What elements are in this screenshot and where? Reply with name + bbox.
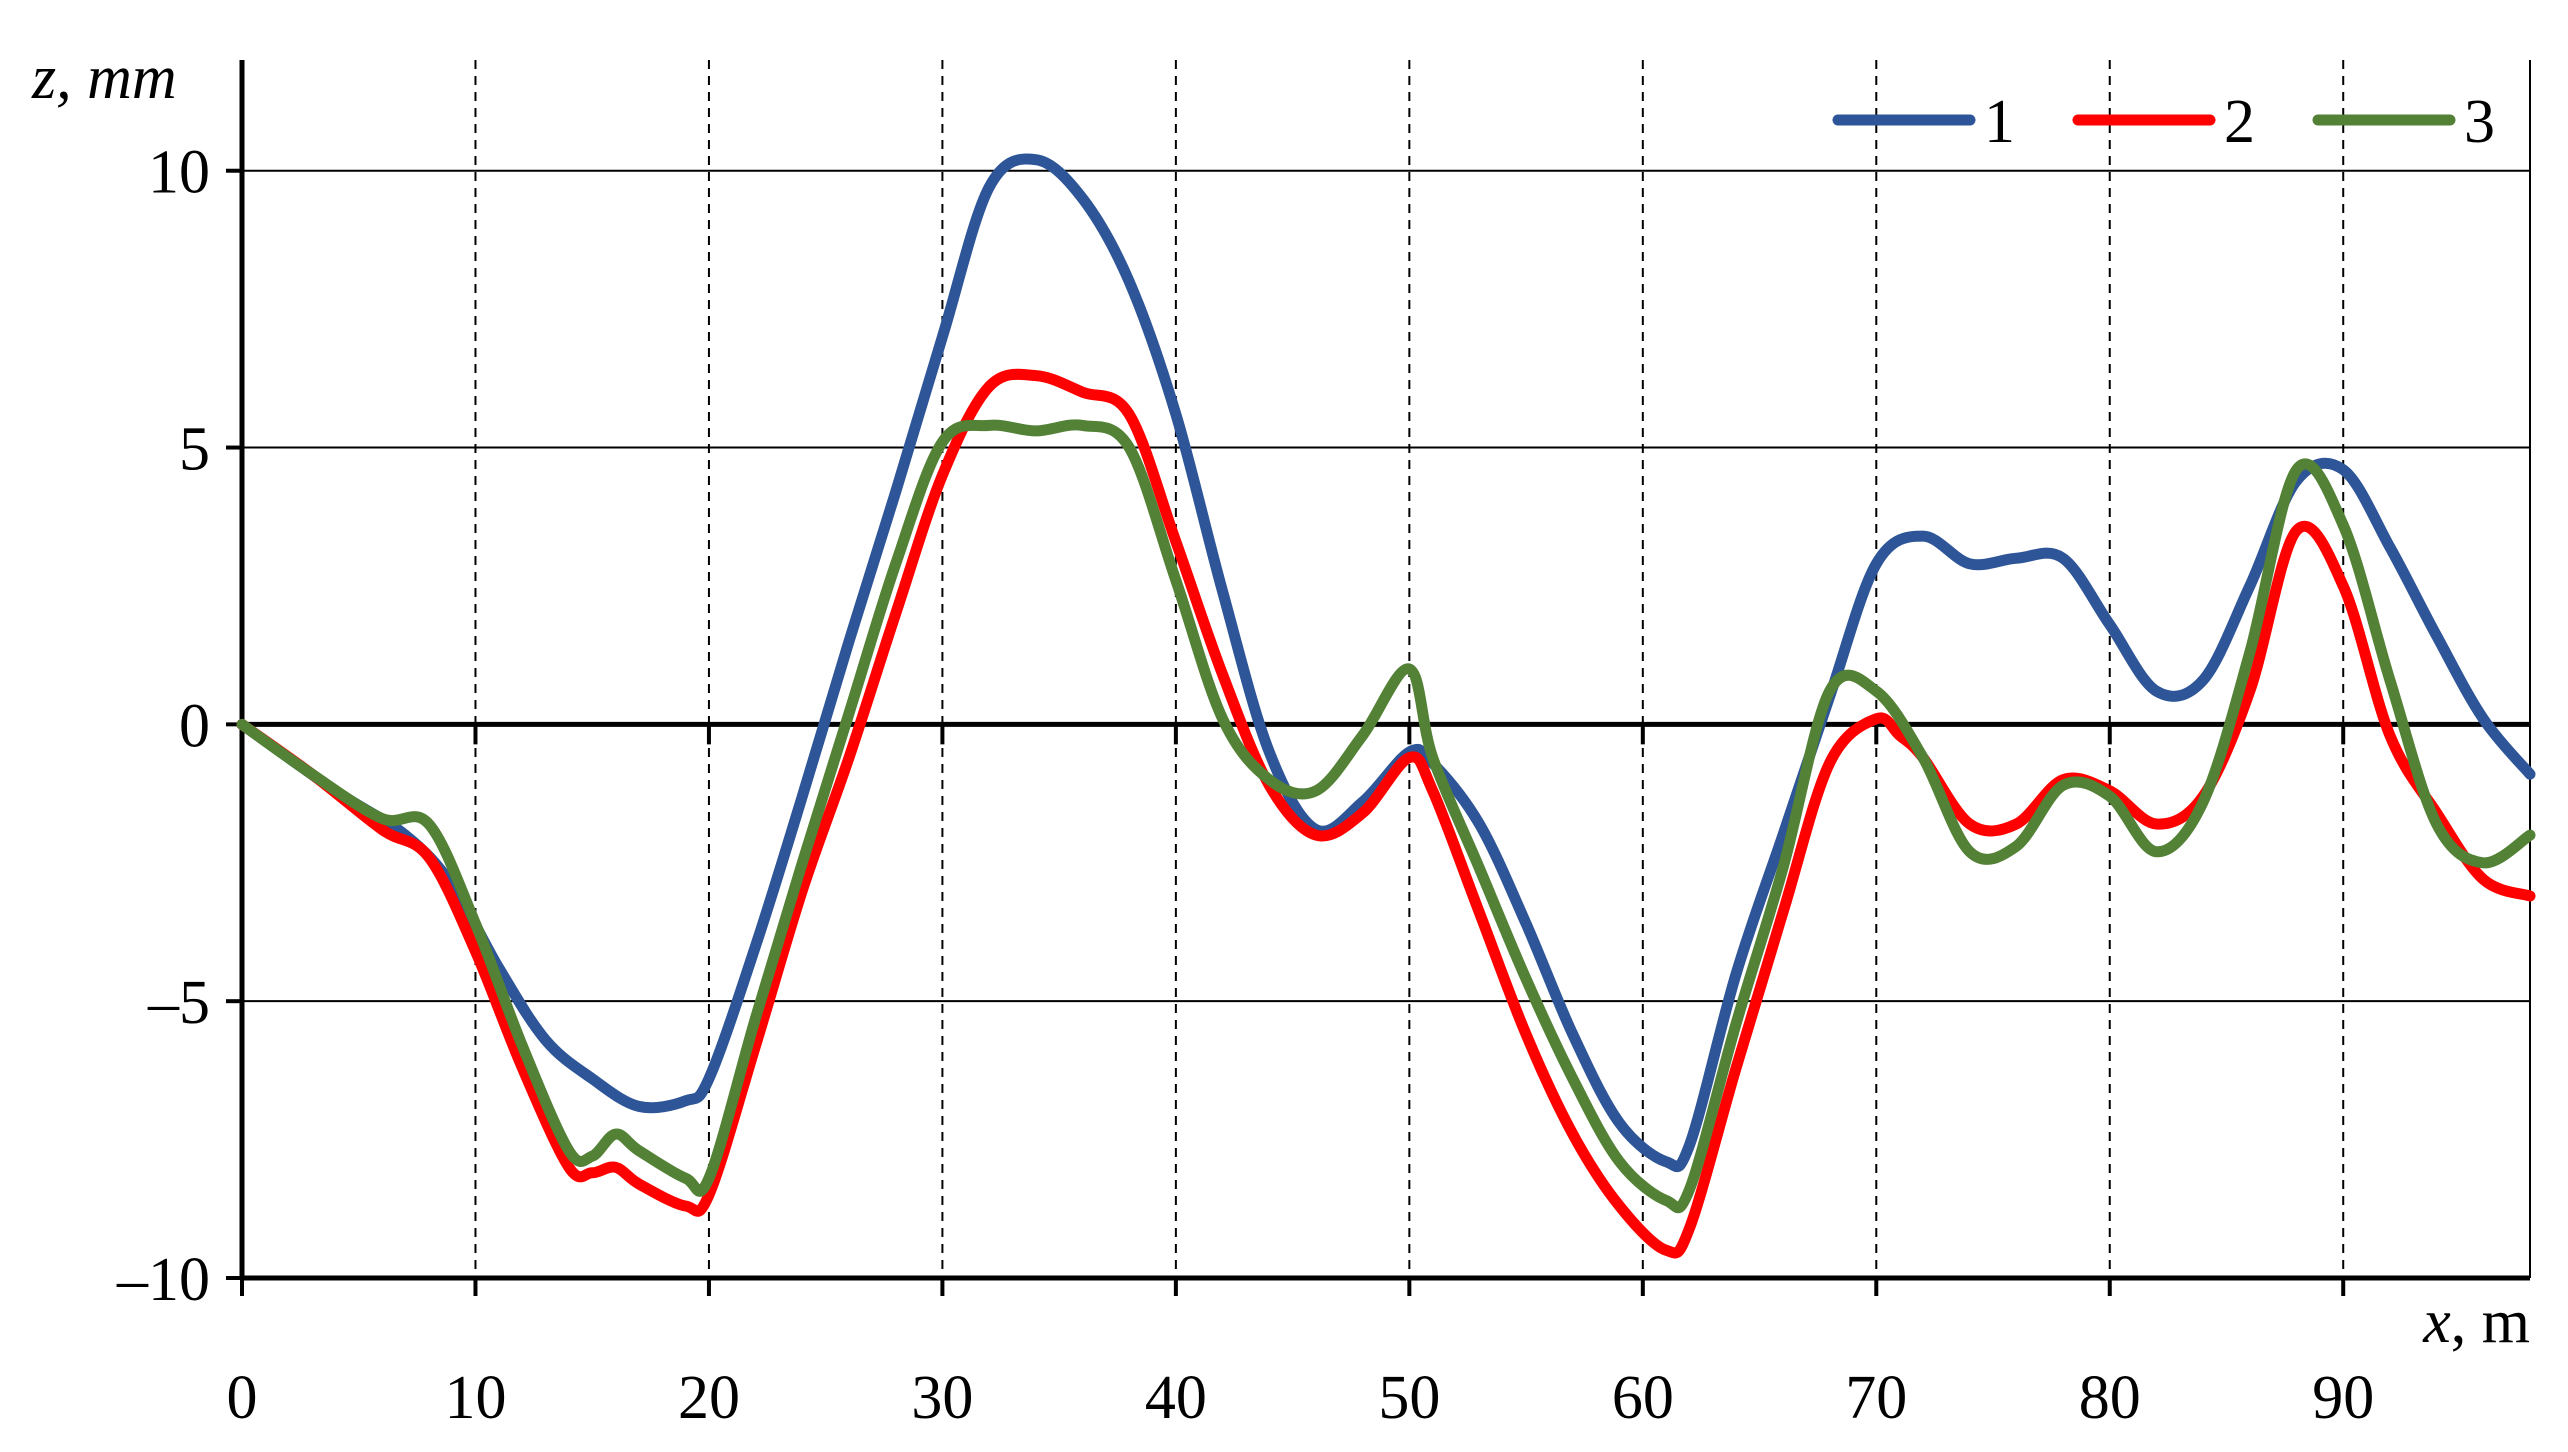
x-tick-label: 10 [444,1364,506,1432]
series-line-1 [236,153,2536,1173]
x-tick-label: 0 [227,1364,258,1432]
y-tick-label: –10 [116,1246,210,1314]
legend-item-3: 3 [2312,88,2495,156]
x-tick-label: 70 [1845,1364,1907,1432]
legend-label: 2 [2224,88,2255,156]
y-tick-label: 0 [179,692,210,760]
y-tick-label: 5 [179,416,210,484]
x-axis-title: x, m [2422,1288,2530,1356]
x-tick-label: 50 [1378,1364,1440,1432]
x-tick-label: 30 [911,1364,973,1432]
x-tick-label: 80 [2079,1364,2141,1432]
x-axis-title-unit: , m [2451,1288,2530,1356]
axes [226,60,2531,1296]
grid [242,60,2530,1278]
y-axis-title: z, mm [31,44,177,112]
series-line-2 [236,368,2536,1259]
x-tick-label: 20 [678,1364,740,1432]
x-axis-title-var: x [2422,1288,2451,1356]
y-tick-label: –5 [147,969,210,1037]
series-lines [236,153,2536,1259]
series-line-3 [236,419,2536,1214]
y-tick-label: 10 [148,139,210,207]
axis-titles: z, mm x, m [31,44,2530,1356]
legend: 1 2 3 [1832,88,2495,156]
legend-item-2: 2 [2072,88,2255,156]
legend-label: 1 [1984,88,2015,156]
x-tick-label: 40 [1145,1364,1207,1432]
legend-label: 3 [2464,88,2495,156]
x-tick-label: 60 [1612,1364,1674,1432]
x-tick-label: 90 [2312,1364,2374,1432]
legend-item-1: 1 [1832,88,2015,156]
y-axis-title-var: z, mm [31,44,177,112]
